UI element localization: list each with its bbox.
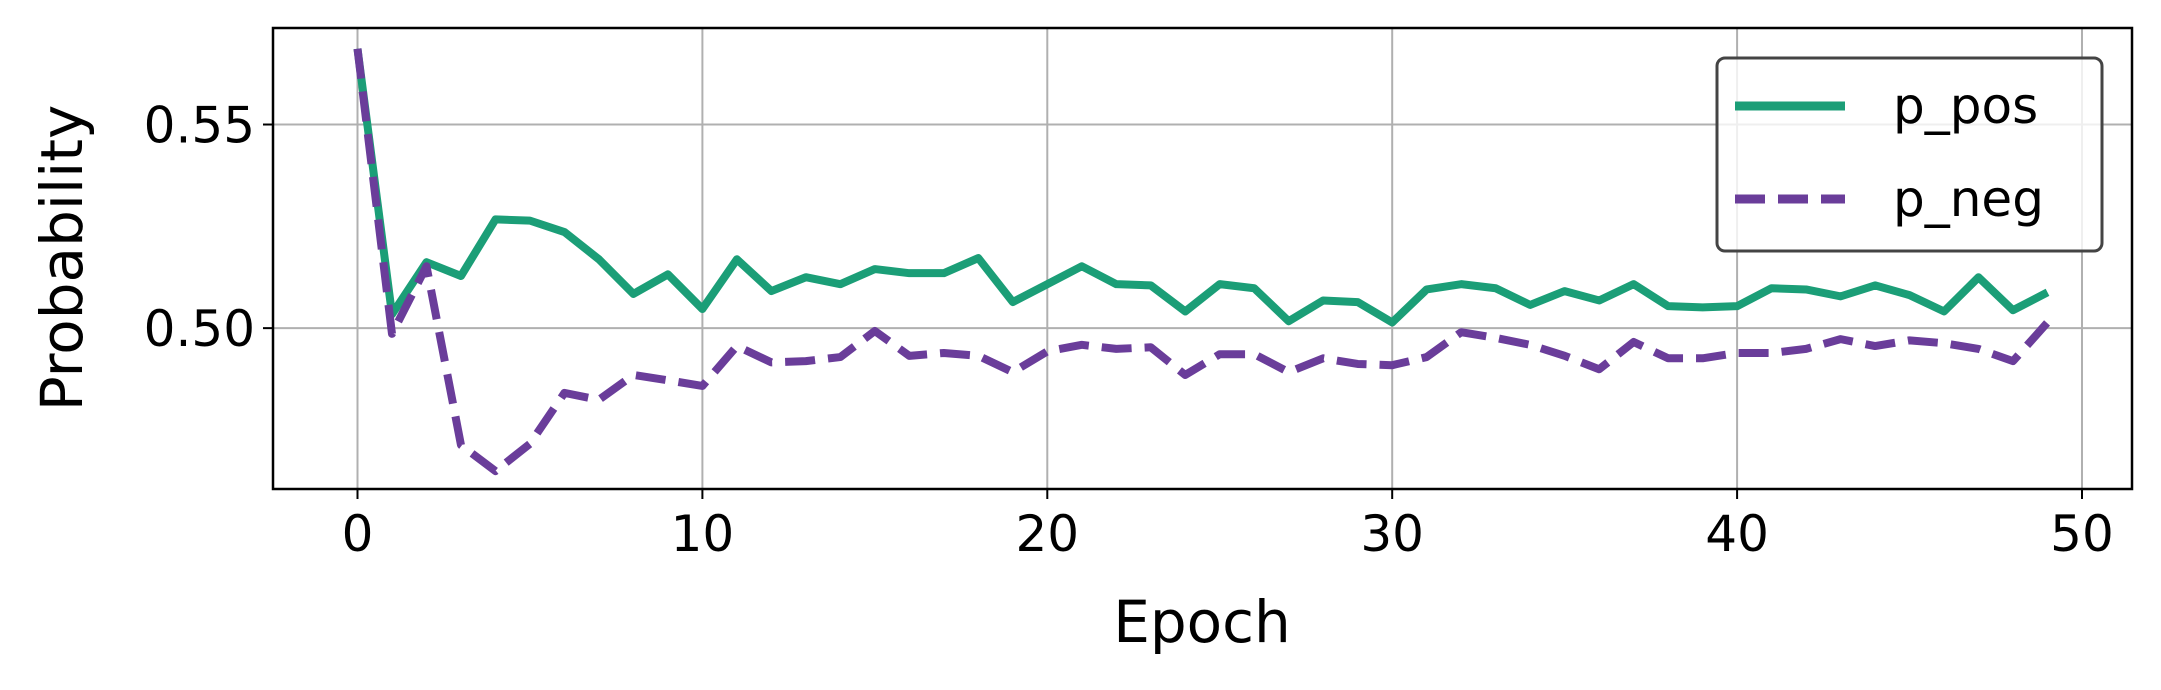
- plot-frame: [271, 26, 2134, 491]
- legend-label: p_pos: [1893, 77, 2038, 135]
- y-tick-label: 0.50: [144, 300, 255, 358]
- x-tick-label: 50: [2050, 505, 2114, 563]
- y-tick-label: 0.55: [144, 97, 255, 155]
- line-series: [353, 48, 2050, 327]
- legend: p_pos p_neg: [1715, 56, 2104, 253]
- x-tick-label: 10: [671, 505, 735, 563]
- line-series: [353, 48, 2051, 476]
- y-axis-label: Probability: [28, 105, 96, 412]
- x-tick-label: 30: [1360, 505, 1424, 563]
- x-tick-label: 40: [1705, 505, 1769, 563]
- x-axis-label: Epoch: [1113, 588, 1291, 656]
- x-tick-label: 20: [1015, 505, 1079, 563]
- legend-label: p_neg: [1893, 170, 2044, 228]
- x-tick-label: 0: [342, 505, 374, 563]
